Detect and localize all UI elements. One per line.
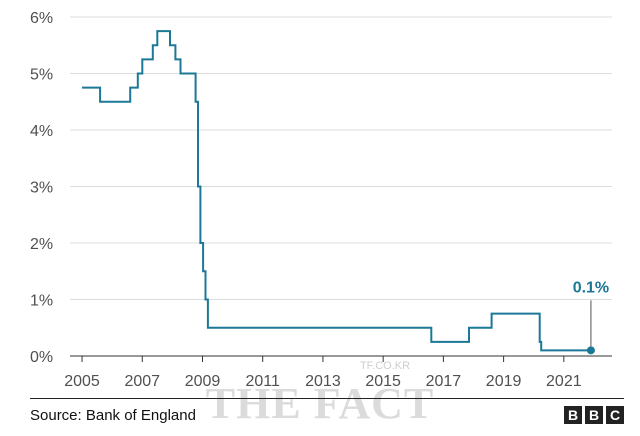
y-tick-label: 0%: [30, 349, 53, 366]
x-tick-label: 2011: [246, 373, 281, 390]
y-tick-label: 3%: [30, 180, 53, 197]
chart-footer: Source: Bank of England B B C: [30, 398, 624, 429]
x-tick-label: 2017: [426, 373, 462, 390]
x-tick-label: 2007: [124, 373, 160, 390]
x-axis: 2005 2007 2009 2011 2013 2015 2017 2019 2021: [64, 355, 612, 390]
x-tick-label: 2019: [486, 373, 522, 390]
y-tick-label: 4%: [30, 123, 53, 140]
y-tick-label: 5%: [30, 67, 53, 84]
end-point-marker: [586, 346, 595, 355]
y-tick-label: 6%: [30, 10, 53, 27]
x-tick-label: 2013: [305, 373, 341, 390]
bbc-logo: B B C: [564, 404, 624, 424]
logo-letter-b1: B: [564, 406, 582, 424]
source-note: Source: Bank of England: [30, 406, 196, 424]
y-tick-label: 1%: [30, 293, 53, 310]
logo-letter-b2: B: [585, 406, 603, 424]
annotation-label: 0.1%: [573, 279, 609, 296]
series-group: [82, 30, 591, 352]
gridlines: [70, 16, 612, 300]
annotation-group: 0.1%: [573, 279, 609, 355]
logo-letter-c: C: [606, 406, 624, 424]
x-tick-label: 2021: [546, 373, 582, 390]
interest-rate-chart: 0%1%2%3%4%5%6% 2005 2007 2009 2011 2013 2015 2…: [30, 10, 612, 390]
x-tick-label: 2005: [64, 373, 100, 390]
y-axis: 0% 1% 2% 3% 4% 5% 6%: [30, 10, 53, 366]
x-tick-label: 2015: [365, 373, 401, 390]
y-tick-label: 2%: [30, 236, 53, 253]
x-tick-label: 2009: [185, 373, 221, 390]
series-line: [82, 30, 591, 352]
